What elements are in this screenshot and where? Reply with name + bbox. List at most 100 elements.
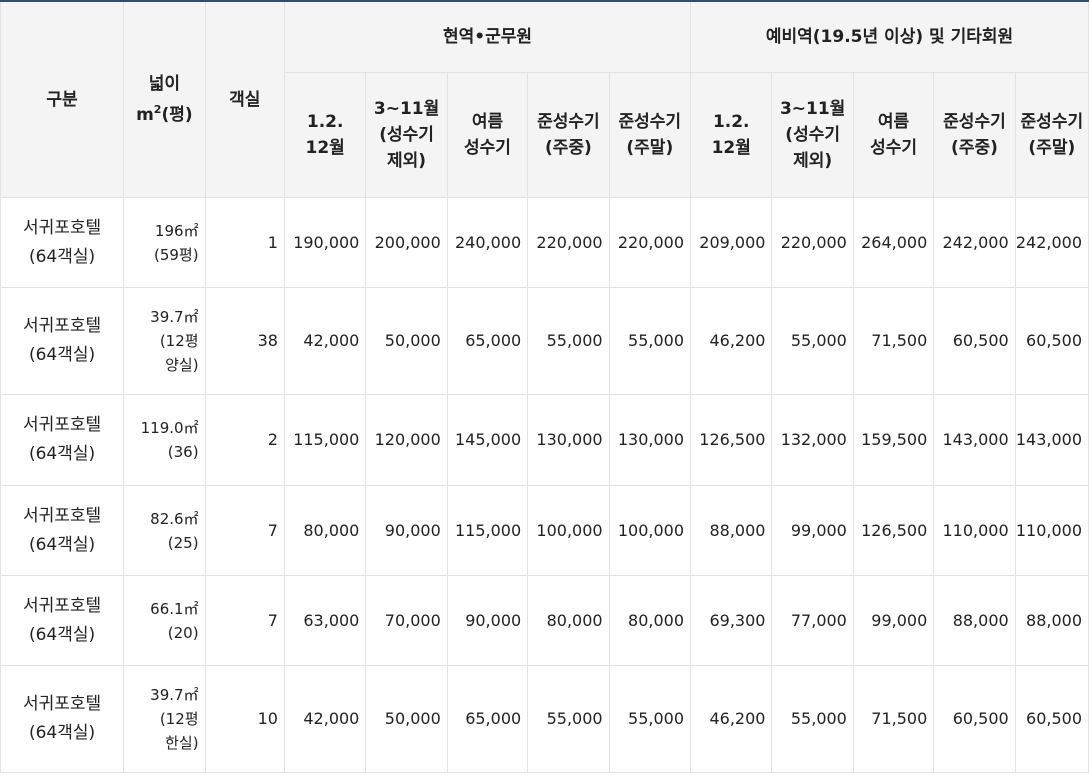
group-reserve-header: 예비역(19.5년 이상) 및 기타회원 bbox=[690, 0, 1089, 73]
room-area-line: 39.7㎡ bbox=[150, 308, 199, 326]
property-name-line: (64객실) bbox=[28, 246, 96, 267]
period-header-line: 준성수기 bbox=[1020, 112, 1084, 132]
property-name: 서귀포호텔 (64객실) bbox=[0, 197, 125, 288]
room-area: 39.7㎡ (12평 한실) bbox=[123, 665, 206, 773]
price-cell: 60,500 bbox=[933, 287, 1016, 395]
price-cell: 110,000 bbox=[1014, 485, 1089, 576]
period-header-line: (성수기 bbox=[379, 125, 434, 145]
room-area: 66.1㎡ (20) bbox=[123, 575, 206, 666]
room-count: 7 bbox=[204, 575, 285, 666]
property-name-line: 서귀포호텔 bbox=[22, 595, 102, 616]
area-unit-sup: 2 bbox=[153, 103, 162, 116]
room-area-line: (12평 bbox=[159, 710, 199, 728]
room-count: 2 bbox=[204, 394, 285, 486]
period-header: 여름 성수기 bbox=[852, 72, 935, 198]
room-area: 196㎡ (59평) bbox=[123, 197, 206, 288]
period-header-line: (주중) bbox=[544, 138, 592, 158]
room-area-line: 82.6㎡ bbox=[150, 509, 199, 528]
period-header-line: 제외) bbox=[793, 151, 833, 171]
property-name-line: (64객실) bbox=[28, 345, 96, 365]
rooms-header: 객실 bbox=[204, 0, 285, 198]
period-header-line: 준성수기 bbox=[943, 112, 1006, 132]
property-name-line: (64객실) bbox=[28, 723, 96, 743]
price-cell: 55,000 bbox=[527, 665, 610, 773]
property-name-line: 서귀포호텔 bbox=[22, 415, 102, 435]
price-cell: 126,500 bbox=[690, 394, 773, 486]
price-cell: 99,000 bbox=[852, 575, 935, 666]
period-header-line: 3~11월 bbox=[373, 99, 440, 119]
area-header-line1: 넓이 bbox=[148, 74, 180, 94]
period-header-line: 3~11월 bbox=[779, 99, 846, 119]
price-cell: 190,000 bbox=[283, 197, 367, 288]
header-row-top: 구분 넓이 m2(평) 객실 현역•군무원 예비역(19.5년 이상) 및 기타… bbox=[0, 0, 1089, 198]
property-name-line: 서귀포호텔 bbox=[22, 217, 102, 238]
table-row: 서귀포호텔 (64객실) 66.1㎡ (20) 7 63,000 70,000 90,000 8… bbox=[0, 575, 1089, 666]
period-header-line: 1.2. bbox=[306, 112, 344, 132]
price-cell: 46,200 bbox=[690, 287, 773, 395]
price-cell: 80,000 bbox=[608, 575, 692, 666]
price-cell: 143,000 bbox=[1014, 394, 1089, 486]
price-cell: 242,000 bbox=[1014, 197, 1089, 288]
room-count: 38 bbox=[204, 287, 285, 395]
room-count: 10 bbox=[204, 665, 285, 773]
room-area-line: 66.1㎡ bbox=[150, 599, 199, 618]
room-area-line: 양실) bbox=[165, 356, 199, 374]
period-header-line: 준성수기 bbox=[537, 112, 600, 132]
period-header-line: (주말) bbox=[626, 138, 674, 158]
group-active-header: 현역•군무원 bbox=[283, 0, 692, 73]
room-area-line: (59평) bbox=[153, 245, 199, 264]
property-name-line: (64객실) bbox=[28, 534, 96, 555]
rate-table-body: 서귀포호텔 (64객실) 196㎡ (59평) 1 190,000 200,000 240,0… bbox=[0, 197, 1089, 773]
price-cell: 90,000 bbox=[365, 485, 448, 576]
table-row: 서귀포호텔 (64객실) 39.7㎡ (12평 양실) 38 42,000 50,000 65,… bbox=[0, 287, 1089, 395]
area-header: 넓이 m2(평) bbox=[123, 0, 206, 198]
room-area-line: (20) bbox=[167, 623, 199, 642]
period-header-line: 1.2. bbox=[712, 112, 750, 132]
table-row: 서귀포호텔 (64객실) 39.7㎡ (12평 한실) 10 42,000 50,000 65,… bbox=[0, 665, 1089, 773]
room-area-line: 39.7㎡ bbox=[150, 686, 199, 704]
price-cell: 60,500 bbox=[1014, 665, 1089, 773]
price-cell: 264,000 bbox=[852, 197, 935, 288]
period-header-line: 12월 bbox=[305, 138, 345, 158]
price-cell: 63,000 bbox=[283, 575, 367, 666]
header-row-periods: 1.2. 12월 3~11월 (성수기 제외) 여름 성수기 준성수기 (주중) 준성수기 (주말)… bbox=[1, 72, 1089, 198]
price-cell: 65,000 bbox=[446, 287, 529, 395]
property-name-line: 서귀포호텔 bbox=[22, 694, 102, 714]
category-header: 구분 bbox=[0, 0, 125, 198]
period-header: 준성수기 (주중) bbox=[933, 72, 1016, 198]
period-header-line: 준성수기 bbox=[618, 112, 682, 132]
room-area: 82.6㎡ (25) bbox=[123, 485, 206, 576]
price-cell: 240,000 bbox=[446, 197, 529, 288]
property-name-line: 서귀포호텔 bbox=[22, 505, 102, 526]
property-name-line: (64객실) bbox=[28, 444, 96, 464]
period-header-line: (성수기 bbox=[785, 125, 840, 145]
property-name: 서귀포호텔 (64객실) bbox=[0, 665, 125, 773]
price-cell: 65,000 bbox=[446, 665, 529, 773]
room-area: 119.0㎡ (36) bbox=[123, 394, 206, 486]
price-cell: 200,000 bbox=[365, 197, 448, 288]
period-header-line: 성수기 bbox=[464, 138, 511, 158]
period-header-line: 제외) bbox=[387, 151, 427, 171]
room-area-line: 119.0㎡ bbox=[140, 419, 199, 437]
price-cell: 120,000 bbox=[365, 394, 448, 486]
price-cell: 143,000 bbox=[933, 394, 1016, 486]
price-cell: 110,000 bbox=[933, 485, 1016, 576]
price-cell: 209,000 bbox=[690, 197, 773, 288]
property-name: 서귀포호텔 (64객실) bbox=[0, 394, 125, 486]
property-name-line: (64객실) bbox=[28, 624, 96, 645]
period-header: 여름 성수기 bbox=[446, 72, 529, 198]
price-cell: 60,500 bbox=[1014, 287, 1089, 395]
price-cell: 55,000 bbox=[608, 287, 692, 395]
period-header: 1.2. 12월 bbox=[690, 72, 773, 198]
price-cell: 71,500 bbox=[852, 665, 935, 773]
price-cell: 130,000 bbox=[527, 394, 610, 486]
price-cell: 50,000 bbox=[365, 665, 448, 773]
price-cell: 77,000 bbox=[771, 575, 854, 666]
table-row: 서귀포호텔 (64객실) 82.6㎡ (25) 7 80,000 90,000 115,000… bbox=[0, 485, 1089, 576]
room-count: 7 bbox=[204, 485, 285, 576]
table-row: 서귀포호텔 (64객실) 196㎡ (59평) 1 190,000 200,000 240,0… bbox=[0, 197, 1089, 288]
price-cell: 99,000 bbox=[771, 485, 854, 576]
period-header-line: 12월 bbox=[711, 138, 751, 158]
